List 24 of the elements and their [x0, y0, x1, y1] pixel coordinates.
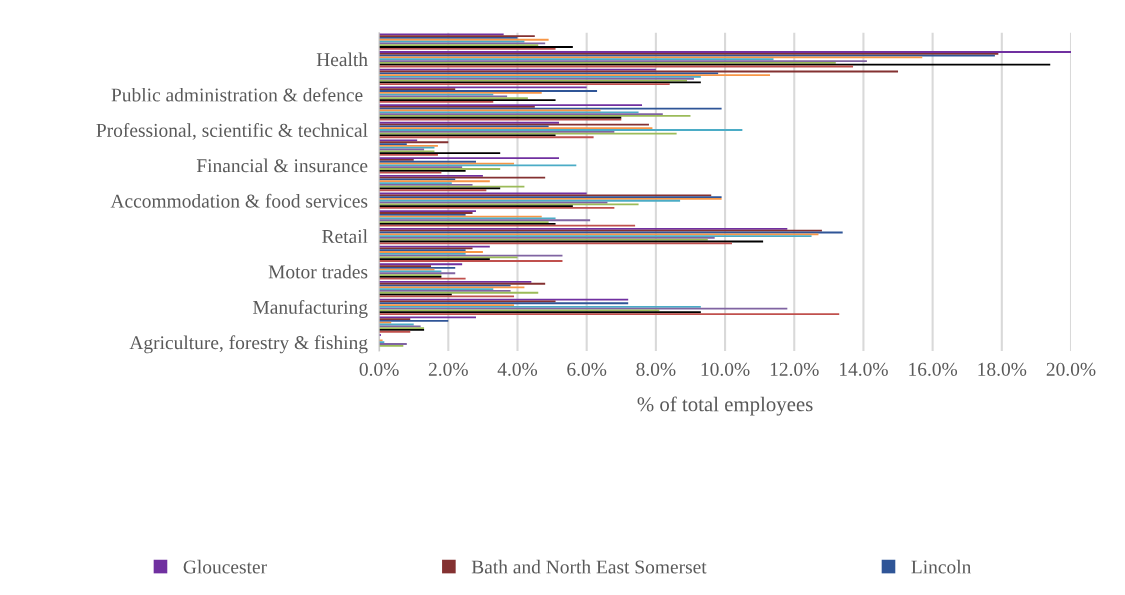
y-tick-label: Health — [316, 52, 368, 67]
legend-label: Lincoln — [911, 559, 972, 574]
legend-label: Gloucester — [183, 559, 267, 574]
legend-label: Bath and North East Somerset — [471, 559, 707, 574]
y-tick-label: Financial & insurance — [196, 158, 368, 173]
y-tick-label: Motor trades — [268, 264, 368, 279]
x-tick-label: 10.0% — [701, 362, 750, 376]
x-tick-label: 18.0% — [978, 362, 1027, 376]
x-tick-label: 14.0% — [840, 362, 888, 376]
x-axis-title: % of total employees — [637, 396, 813, 416]
x-tick-label: 2.0% — [428, 362, 468, 376]
y-tick-label: Manufacturing — [253, 299, 368, 318]
y-tick-label: Retail — [322, 229, 368, 244]
x-tick-label: 12.0% — [770, 362, 819, 376]
y-tick-label: Professional, scientific & technical — [96, 123, 368, 140]
x-tick-label: 0.0% — [359, 362, 399, 376]
y-tick-label: Accommodation & food services — [110, 193, 368, 208]
x-tick-label: 8.0% — [636, 362, 676, 376]
x-tick-label: 20.0% — [1046, 362, 1096, 376]
x-tick-label: 4.0% — [497, 362, 538, 376]
x-tick-label: 16.0% — [909, 362, 958, 376]
y-tick-label: Public administration & defence — [111, 87, 363, 102]
x-tick-label: 6.0% — [567, 362, 607, 376]
y-tick-label: Agriculture, forestry & fishing — [129, 335, 368, 354]
